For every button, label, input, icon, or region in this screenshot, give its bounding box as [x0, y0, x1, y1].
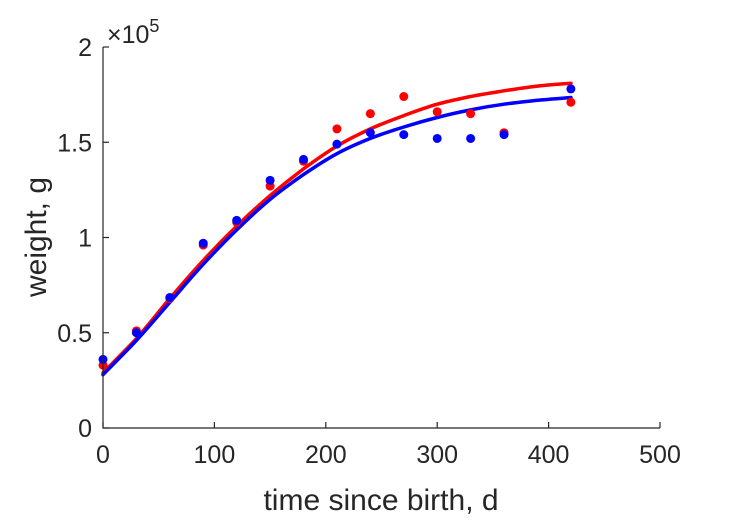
red-data-point — [332, 124, 342, 134]
red-data-point — [466, 109, 476, 119]
x-axis-ticks: 0 100 200 300 400 500 — [96, 422, 681, 469]
blue-data-point — [365, 128, 375, 138]
x-tick-label: 400 — [528, 441, 570, 469]
blue-data-point — [466, 133, 476, 143]
y-tick-label: 2 — [78, 34, 92, 62]
red-data-point — [365, 109, 375, 119]
y-tick-label: 1 — [78, 225, 92, 253]
blue-data-point — [566, 84, 576, 94]
blue-data-point — [332, 139, 342, 149]
blue-data-point — [265, 175, 275, 185]
x-tick-label: 500 — [639, 441, 681, 469]
blue-data-point — [399, 130, 409, 140]
blue-data-point — [499, 130, 509, 140]
red-data-point — [399, 92, 409, 102]
x-tick-label: 100 — [194, 441, 236, 469]
y-exponent-label: ×105 — [107, 16, 159, 49]
x-tick-label: 200 — [305, 441, 347, 469]
y-axis-label: weight, g — [20, 177, 53, 298]
x-axis-label: time since birth, d — [263, 484, 498, 517]
blue-data-point — [232, 215, 242, 225]
y-tick-label: 1.5 — [57, 129, 92, 157]
red-data-point — [566, 97, 576, 107]
blue-data-point — [299, 154, 309, 164]
blue-fit-curve — [101, 95, 573, 377]
x-tick-label: 300 — [416, 441, 458, 469]
blue-data-point — [198, 238, 208, 248]
x-tick-label: 0 — [96, 441, 110, 469]
blue-data-point — [165, 293, 175, 303]
y-exponent-prefix: ×10 — [107, 21, 149, 49]
y-tick-label: 0.5 — [57, 320, 92, 348]
blue-data-point — [432, 133, 442, 143]
y-tick-label: 0 — [78, 415, 92, 443]
red-data-point — [432, 107, 442, 117]
y-exponent-power: 5 — [149, 16, 159, 36]
blue-data-point — [131, 328, 141, 338]
y-axis-ticks: 0 0.5 1 1.5 2 — [57, 34, 109, 443]
